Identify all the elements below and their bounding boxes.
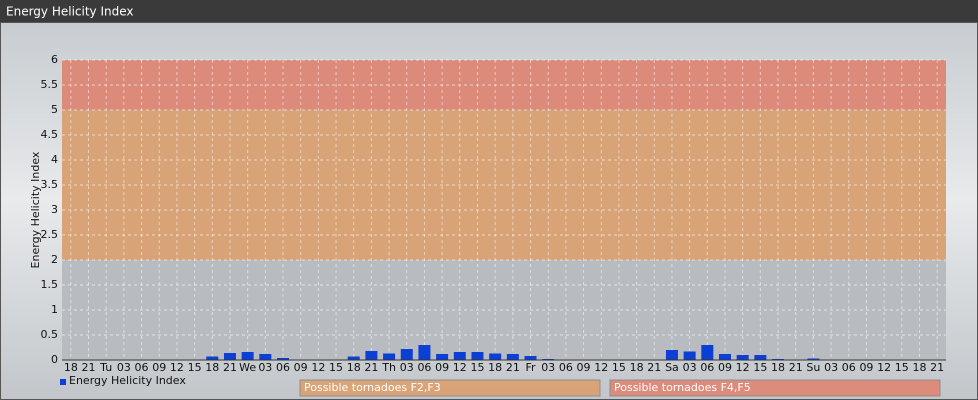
- x-tick-label: 03: [117, 361, 131, 374]
- x-tick-label: 18: [630, 361, 644, 374]
- y-tick-label: 4: [51, 153, 58, 166]
- x-tick-label: 03: [258, 361, 272, 374]
- bar: [665, 350, 678, 360]
- x-tick-label: 03: [400, 361, 414, 374]
- x-tick-label: 15: [753, 361, 767, 374]
- x-tick-label: 21: [647, 361, 661, 374]
- x-tick-label: 12: [877, 361, 891, 374]
- bar: [400, 349, 413, 360]
- x-tick-label: 21: [506, 361, 520, 374]
- y-tick-label: 3.5: [41, 178, 59, 191]
- x-tick-label: 18: [771, 361, 785, 374]
- x-tick-label: 15: [612, 361, 626, 374]
- legend-label: Energy Helicity Index: [69, 374, 186, 387]
- bar: [277, 358, 289, 360]
- bar: [807, 358, 820, 360]
- x-tick-label: 21: [82, 361, 96, 374]
- x-tick-label: We: [239, 361, 256, 374]
- x-tick-label: 15: [470, 361, 484, 374]
- y-tick-label: 3: [51, 203, 58, 216]
- x-tick-label: 18: [347, 361, 361, 374]
- x-tick-label: 18: [205, 361, 219, 374]
- bar: [754, 355, 767, 360]
- y-tick-label: 2: [51, 253, 58, 266]
- header-bar: [0, 0, 978, 22]
- x-tick-label: 06: [559, 361, 573, 374]
- x-tick-label: 18: [64, 361, 78, 374]
- bar: [489, 353, 502, 360]
- bar: [347, 356, 360, 360]
- x-tick-label: 12: [453, 361, 467, 374]
- band-legend-label: Possible tornadoes F4,F5: [614, 381, 751, 394]
- x-tick-label: 21: [789, 361, 803, 374]
- bar: [453, 352, 466, 360]
- band-legend-label: Possible tornadoes F2,F3: [304, 381, 441, 394]
- x-tick-label: 21: [223, 361, 237, 374]
- bar: [719, 354, 731, 360]
- bar: [259, 354, 272, 360]
- bar: [471, 352, 484, 360]
- x-tick-label: Sa: [665, 361, 679, 374]
- bar: [223, 353, 236, 360]
- x-tick-label: 06: [276, 361, 290, 374]
- x-tick-label: 06: [135, 361, 149, 374]
- x-tick-label: 06: [700, 361, 714, 374]
- x-tick-label: 06: [417, 361, 431, 374]
- y-tick-label: 1.5: [41, 278, 59, 291]
- x-tick-label: 09: [152, 361, 166, 374]
- x-tick-label: 18: [488, 361, 502, 374]
- bar: [206, 356, 219, 360]
- threshold-band: [62, 110, 946, 260]
- x-tick-label: 12: [594, 361, 608, 374]
- x-tick-label: Fr: [525, 361, 536, 374]
- x-tick-label: 09: [859, 361, 873, 374]
- legend-marker: [60, 379, 66, 385]
- x-tick-label: 09: [435, 361, 449, 374]
- bar: [241, 352, 254, 360]
- x-tick-label: 09: [718, 361, 732, 374]
- x-tick-label: 12: [170, 361, 184, 374]
- x-tick-label: Th: [381, 361, 396, 374]
- x-tick-label: 15: [895, 361, 909, 374]
- bar: [524, 356, 537, 360]
- x-tick-label: 03: [824, 361, 838, 374]
- y-tick-label: 0: [51, 353, 58, 366]
- bar: [383, 353, 396, 360]
- x-tick-label: 09: [577, 361, 591, 374]
- header-title: Energy Helicity Index: [6, 5, 134, 19]
- bar: [365, 351, 378, 360]
- y-tick-label: 5: [51, 103, 58, 116]
- x-tick-label: 12: [736, 361, 750, 374]
- x-tick-label: 15: [329, 361, 343, 374]
- y-axis-label: Energy Helicity Index: [29, 151, 42, 268]
- x-tick-label: 06: [842, 361, 856, 374]
- bar: [506, 354, 519, 360]
- y-tick-label: 5.5: [41, 78, 59, 91]
- y-tick-label: 4.5: [41, 128, 59, 141]
- x-tick-label: 21: [364, 361, 378, 374]
- x-tick-label: 09: [294, 361, 308, 374]
- band-legend-box: [299, 379, 601, 397]
- y-tick-label: 2.5: [41, 228, 59, 241]
- x-tick-label: Tu: [99, 361, 112, 374]
- bar: [736, 355, 749, 360]
- x-tick-label: 18: [912, 361, 926, 374]
- threshold-band: [62, 60, 946, 110]
- x-tick-label: 21: [930, 361, 944, 374]
- x-tick-label: 12: [311, 361, 325, 374]
- bar: [701, 345, 714, 360]
- y-tick-label: 1: [51, 303, 58, 316]
- x-tick-label: 03: [683, 361, 697, 374]
- x-tick-label: 15: [188, 361, 202, 374]
- y-tick-label: 0.5: [41, 328, 59, 341]
- x-tick-label: Su: [806, 361, 820, 374]
- y-tick-label: 6: [51, 53, 58, 66]
- bar: [418, 345, 431, 360]
- x-tick-label: 03: [541, 361, 555, 374]
- bar: [683, 351, 696, 360]
- band-legend-box: [609, 379, 941, 397]
- bar: [436, 354, 449, 360]
